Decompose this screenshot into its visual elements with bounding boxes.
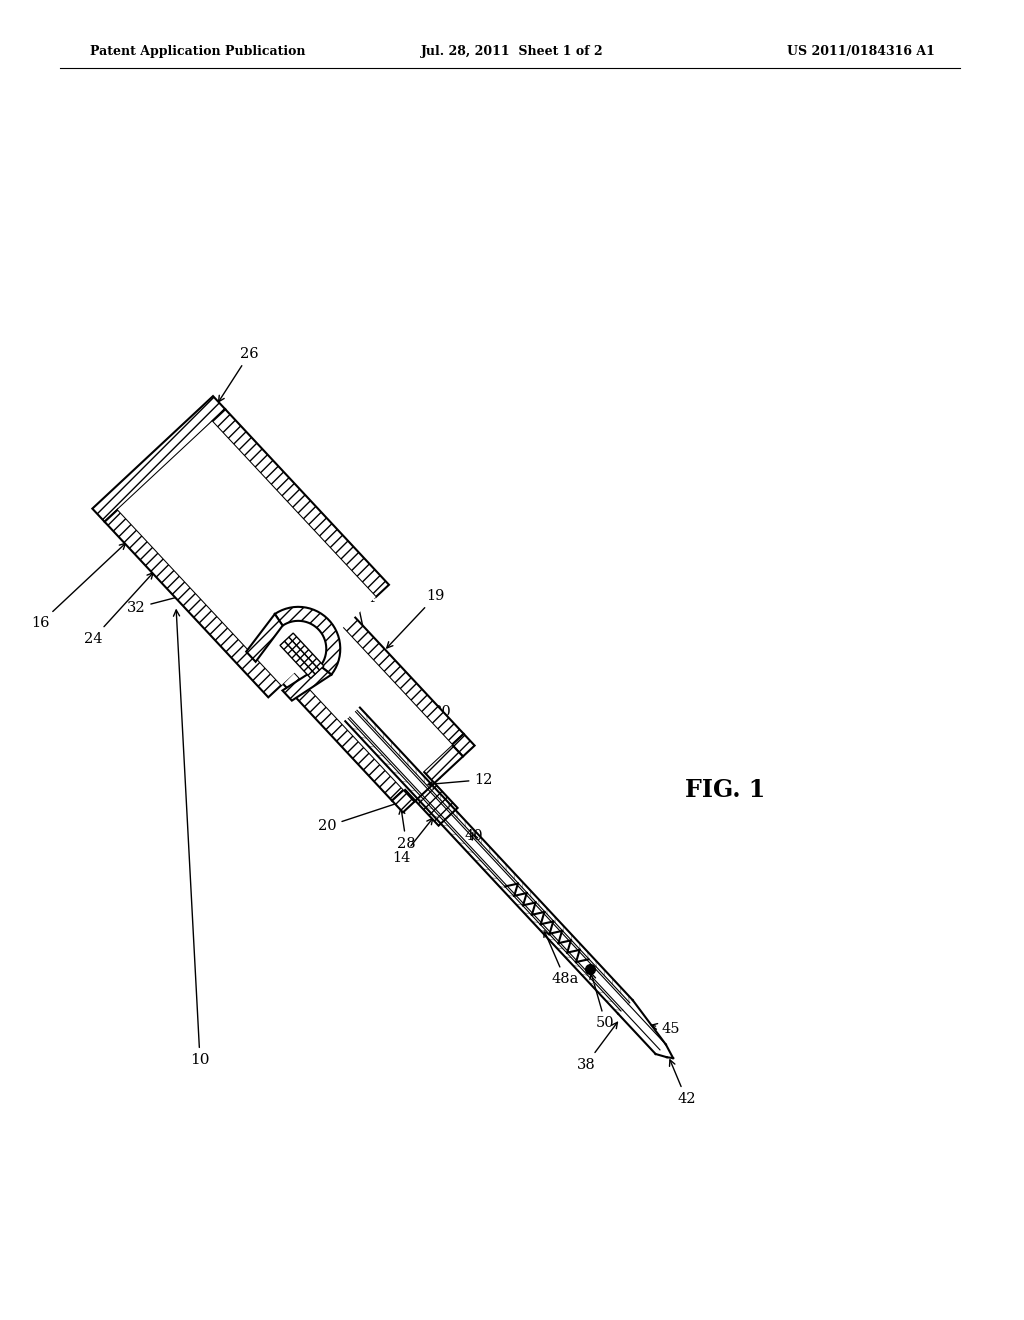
Text: 40: 40 <box>464 829 483 843</box>
Text: 24: 24 <box>84 573 154 645</box>
Polygon shape <box>212 409 389 597</box>
Polygon shape <box>345 708 633 1014</box>
Polygon shape <box>280 642 315 678</box>
Text: 14: 14 <box>392 818 433 865</box>
Polygon shape <box>289 634 324 671</box>
Text: 34: 34 <box>340 591 377 630</box>
Polygon shape <box>270 602 452 789</box>
Text: 19: 19 <box>387 589 445 648</box>
Text: 28: 28 <box>397 808 416 850</box>
Polygon shape <box>283 667 332 701</box>
Polygon shape <box>274 607 340 675</box>
Text: US 2011/0184316 A1: US 2011/0184316 A1 <box>787 45 935 58</box>
Polygon shape <box>392 789 415 812</box>
Text: 46: 46 <box>317 642 367 667</box>
Text: 48a: 48a <box>544 931 579 986</box>
Polygon shape <box>403 789 416 801</box>
Text: 32: 32 <box>127 589 204 615</box>
Text: 52: 52 <box>256 615 287 647</box>
Text: Patent Application Publication: Patent Application Publication <box>90 45 305 58</box>
Text: 30: 30 <box>401 705 452 733</box>
Text: 10: 10 <box>173 610 210 1067</box>
Text: 22: 22 <box>419 727 441 779</box>
Text: 20: 20 <box>317 800 403 833</box>
Text: FIG. 1: FIG. 1 <box>685 777 765 803</box>
Text: 43: 43 <box>308 615 344 647</box>
Text: 44: 44 <box>266 579 299 612</box>
Text: 45: 45 <box>651 1022 680 1036</box>
Polygon shape <box>259 647 403 801</box>
Polygon shape <box>424 744 463 783</box>
Polygon shape <box>285 638 319 675</box>
Text: 16: 16 <box>31 544 126 630</box>
Text: 36: 36 <box>233 602 274 638</box>
Polygon shape <box>319 591 464 744</box>
Polygon shape <box>246 614 283 661</box>
Text: 42: 42 <box>670 1060 695 1106</box>
Text: 50: 50 <box>590 973 614 1031</box>
Polygon shape <box>118 421 376 685</box>
Text: 38: 38 <box>577 1022 617 1072</box>
Polygon shape <box>92 396 225 521</box>
Polygon shape <box>104 510 282 697</box>
Text: 12: 12 <box>428 772 493 787</box>
Text: Jul. 28, 2011  Sheet 1 of 2: Jul. 28, 2011 Sheet 1 of 2 <box>421 45 603 58</box>
Text: 18: 18 <box>342 568 367 636</box>
Text: 26: 26 <box>218 347 259 401</box>
Polygon shape <box>452 734 474 756</box>
Polygon shape <box>416 783 458 826</box>
